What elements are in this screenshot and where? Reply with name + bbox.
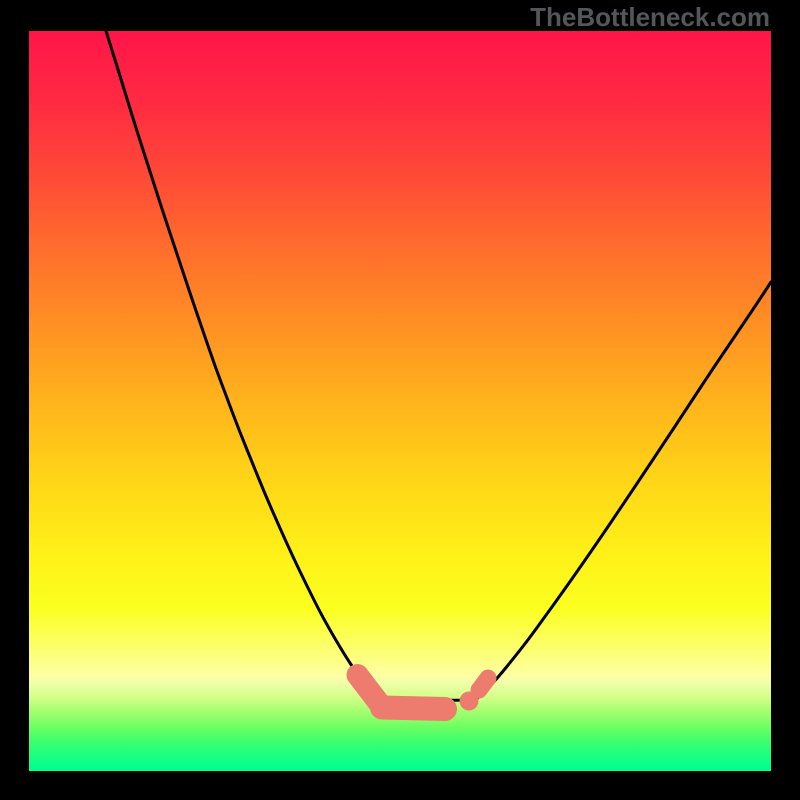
plot-area (29, 31, 771, 771)
watermark-text: TheBottleneck.com (530, 2, 770, 33)
curve-markers (358, 675, 489, 711)
chart-overlay (29, 31, 771, 771)
bottleneck-curve (106, 31, 771, 700)
chart-frame: TheBottleneck.com (0, 0, 800, 800)
